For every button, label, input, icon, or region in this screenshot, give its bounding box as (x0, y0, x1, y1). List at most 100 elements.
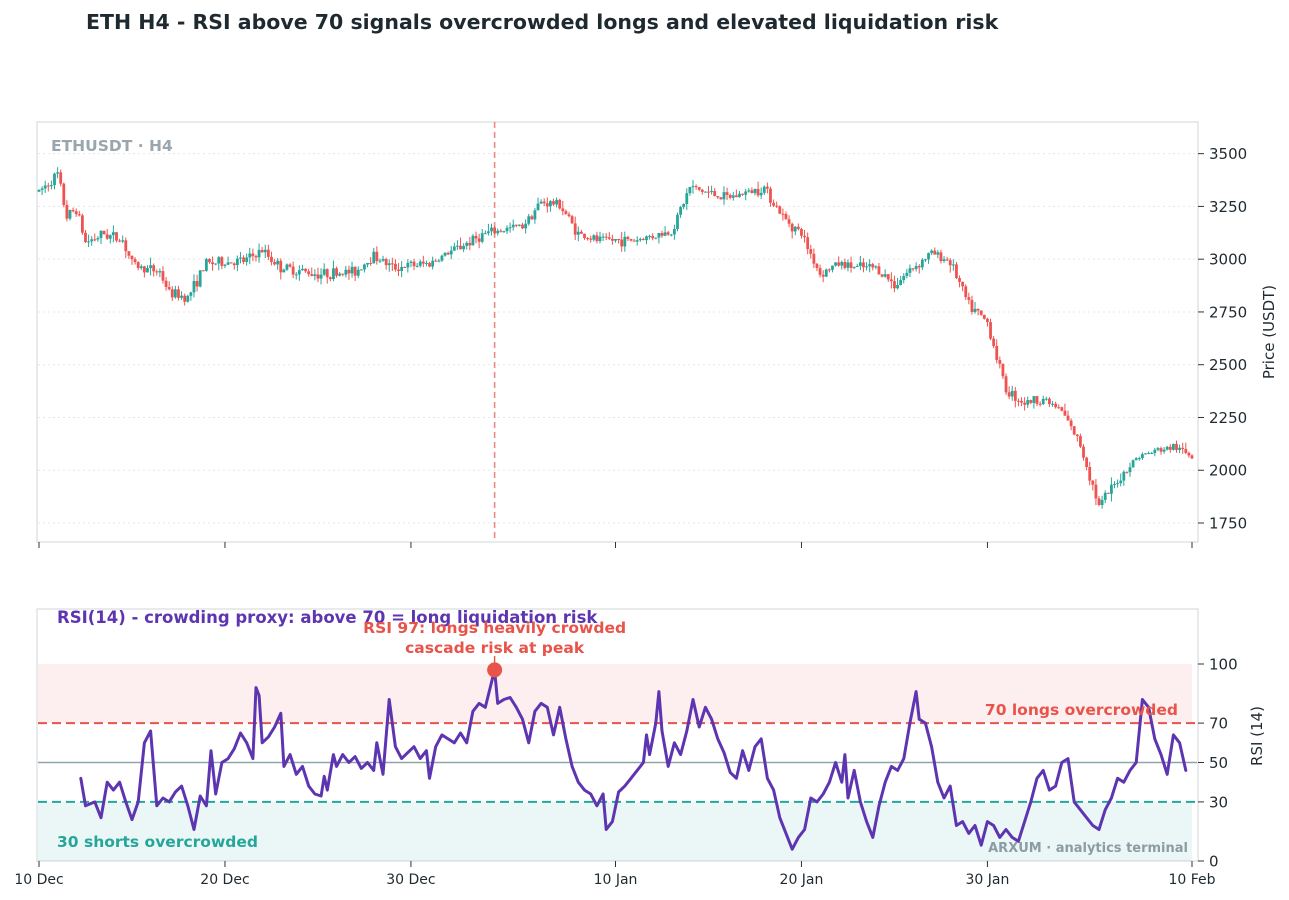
candle-body (542, 201, 546, 204)
candle-body (279, 260, 283, 273)
candle-body (449, 250, 453, 255)
price-y-axis: 1750 2000 2250 2500 2750 3000 3250 3500 (1198, 145, 1247, 533)
candle-body (669, 234, 673, 236)
candle-body (1041, 398, 1045, 404)
candle-body (381, 259, 385, 261)
rsi-peak-annotation-line2: cascade risk at peak (405, 639, 585, 657)
candle-body (384, 259, 388, 266)
candle-body (759, 192, 763, 196)
candle-body (815, 263, 819, 269)
candle-body (868, 264, 872, 267)
candle-body (347, 269, 351, 274)
candle-body (722, 192, 726, 200)
candle-body (973, 308, 977, 312)
rsi-peak-annotation-line1: RSI 97: longs heavily crowded (363, 619, 626, 637)
candle-body (446, 252, 450, 255)
candle-body (821, 274, 825, 277)
candle-body (74, 211, 78, 215)
candle-body (555, 199, 559, 205)
rsi-line (79, 668, 1188, 851)
candle-body (1082, 446, 1085, 458)
candle-body (186, 295, 190, 302)
candle-body (1147, 453, 1151, 455)
candle-body (834, 262, 837, 266)
candle-body (239, 257, 242, 259)
candle-body (322, 269, 326, 275)
candle-body (260, 249, 264, 253)
rsi-x-tick-label: 10 Jan (594, 872, 638, 888)
candle-body (155, 271, 159, 273)
candle-body (1097, 498, 1101, 505)
candle-body (607, 237, 611, 239)
candle-body (1069, 420, 1073, 427)
candle-body (1013, 390, 1017, 401)
candle-body (1051, 403, 1054, 405)
candle-body (115, 232, 118, 241)
candle-body (353, 266, 357, 276)
candle-body (914, 266, 918, 269)
candle-body (124, 240, 128, 252)
candle-body (800, 229, 803, 236)
candle-body (896, 285, 899, 289)
candle-body (765, 186, 769, 189)
candle-body (769, 188, 772, 203)
candle-body (660, 233, 664, 236)
candle-body (232, 263, 236, 266)
candle-body (623, 236, 627, 247)
candle-body (784, 214, 788, 220)
candle-body (979, 310, 983, 315)
candle-body (301, 268, 304, 271)
candle-body (545, 203, 549, 207)
candle-body (617, 239, 620, 241)
price-tick-label: 3000 (1209, 251, 1247, 269)
price-panel: ETHUSDT · H4 1750 2000 2250 2500 2750 3000 325… (36, 121, 1278, 548)
candle-body (452, 246, 456, 251)
candle-body (552, 201, 555, 205)
candle-body (372, 251, 376, 264)
candle-body (1187, 452, 1191, 456)
candle-body (809, 249, 813, 254)
candle-body (118, 240, 121, 242)
candle-body (1168, 446, 1172, 450)
candle-body (332, 268, 335, 280)
candle-body (1088, 467, 1092, 481)
candle-body (998, 360, 1002, 364)
rsi-peak-marker (487, 662, 503, 678)
candle-body (933, 250, 937, 255)
candle-body (474, 235, 478, 239)
candle-body (812, 253, 816, 264)
rsi-y-axis: 0 30 50 70 100 (1198, 656, 1238, 871)
candle-body (989, 322, 992, 339)
candle-body (483, 233, 487, 235)
candle-body (84, 232, 87, 243)
candle-body (1044, 398, 1048, 400)
candle-body (775, 205, 779, 207)
candle-body (889, 279, 893, 282)
candle-body (263, 249, 267, 253)
candle-body (955, 264, 958, 279)
candle-body (208, 259, 211, 263)
candle-body (1156, 448, 1160, 450)
candle-body (611, 238, 614, 241)
rsi-x-tick-label: 20 Dec (200, 872, 249, 888)
candle-body (1004, 376, 1008, 393)
candle-body (375, 251, 379, 262)
candle-body (297, 270, 301, 275)
candle-body (465, 242, 469, 246)
candle-body (1150, 453, 1154, 455)
candle-body (753, 188, 757, 194)
candle-body (738, 193, 741, 198)
candle-body (1026, 400, 1030, 405)
candle-body (583, 233, 586, 239)
candle-body (273, 262, 276, 265)
rsi-panel-title: RSI(14) - crowding proxy: above 70 = lon… (57, 608, 598, 627)
candle-body (877, 266, 881, 275)
candle-body (521, 224, 524, 229)
candle-body (443, 252, 447, 256)
candle-body (846, 262, 850, 268)
candle-body (1116, 483, 1120, 485)
candle-body (121, 240, 125, 242)
price-x-ticks (38, 542, 1193, 548)
candle-body (728, 194, 732, 198)
candle-body (53, 173, 56, 186)
